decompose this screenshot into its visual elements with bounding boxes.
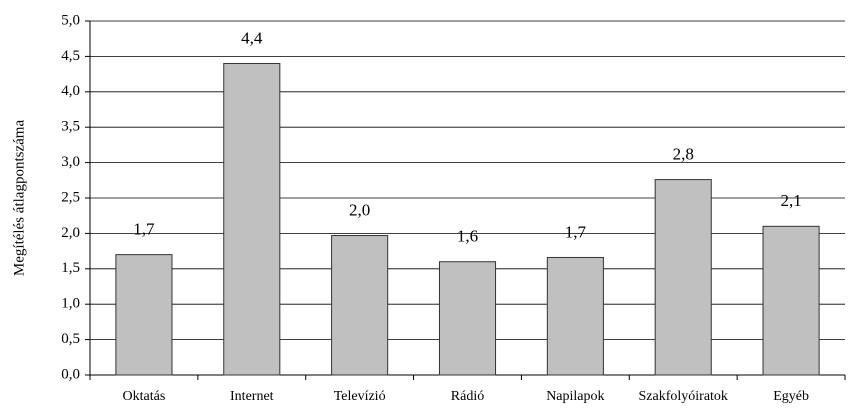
bar (115, 254, 173, 376)
x-tick-label: Oktatás (123, 389, 166, 404)
bar (654, 179, 712, 376)
bar (223, 62, 281, 376)
data-label: 2,1 (780, 191, 801, 210)
y-tick-label: 0,0 (61, 366, 80, 382)
x-tick-label: Rádió (451, 389, 484, 404)
data-label: 1,6 (457, 227, 478, 246)
bar (331, 235, 389, 376)
y-tick-label: 4,0 (61, 83, 80, 99)
y-axis-label: Megítélés átlagpontszáma (11, 120, 27, 277)
x-tick-label: Internet (230, 389, 274, 404)
data-label: 2,0 (349, 200, 370, 219)
y-tick-label: 1,5 (61, 260, 80, 276)
bar (438, 261, 497, 376)
data-label: 2,8 (673, 144, 694, 163)
y-tick-label: 3,5 (61, 119, 80, 135)
y-tick-label: 5,0 (61, 12, 80, 28)
x-tick-label: Egyéb (773, 389, 809, 404)
x-tick-label: Szakfolyóiratok (639, 389, 728, 404)
data-label: 1,7 (133, 220, 155, 239)
y-tick-label: 4,5 (61, 48, 80, 64)
y-tick-label: 1,0 (61, 296, 80, 312)
x-tick-label: Napilapok (546, 389, 604, 404)
x-tick-label: Televízió (334, 389, 386, 404)
y-tick-label: 3,0 (61, 154, 80, 170)
y-tick-label: 2,5 (61, 189, 80, 205)
y-tick-label: 2,0 (61, 225, 80, 241)
data-label: 1,7 (565, 222, 587, 241)
bar (762, 225, 820, 376)
bar (546, 256, 604, 376)
data-label: 4,4 (241, 28, 263, 47)
y-tick-label: 0,5 (61, 331, 80, 347)
